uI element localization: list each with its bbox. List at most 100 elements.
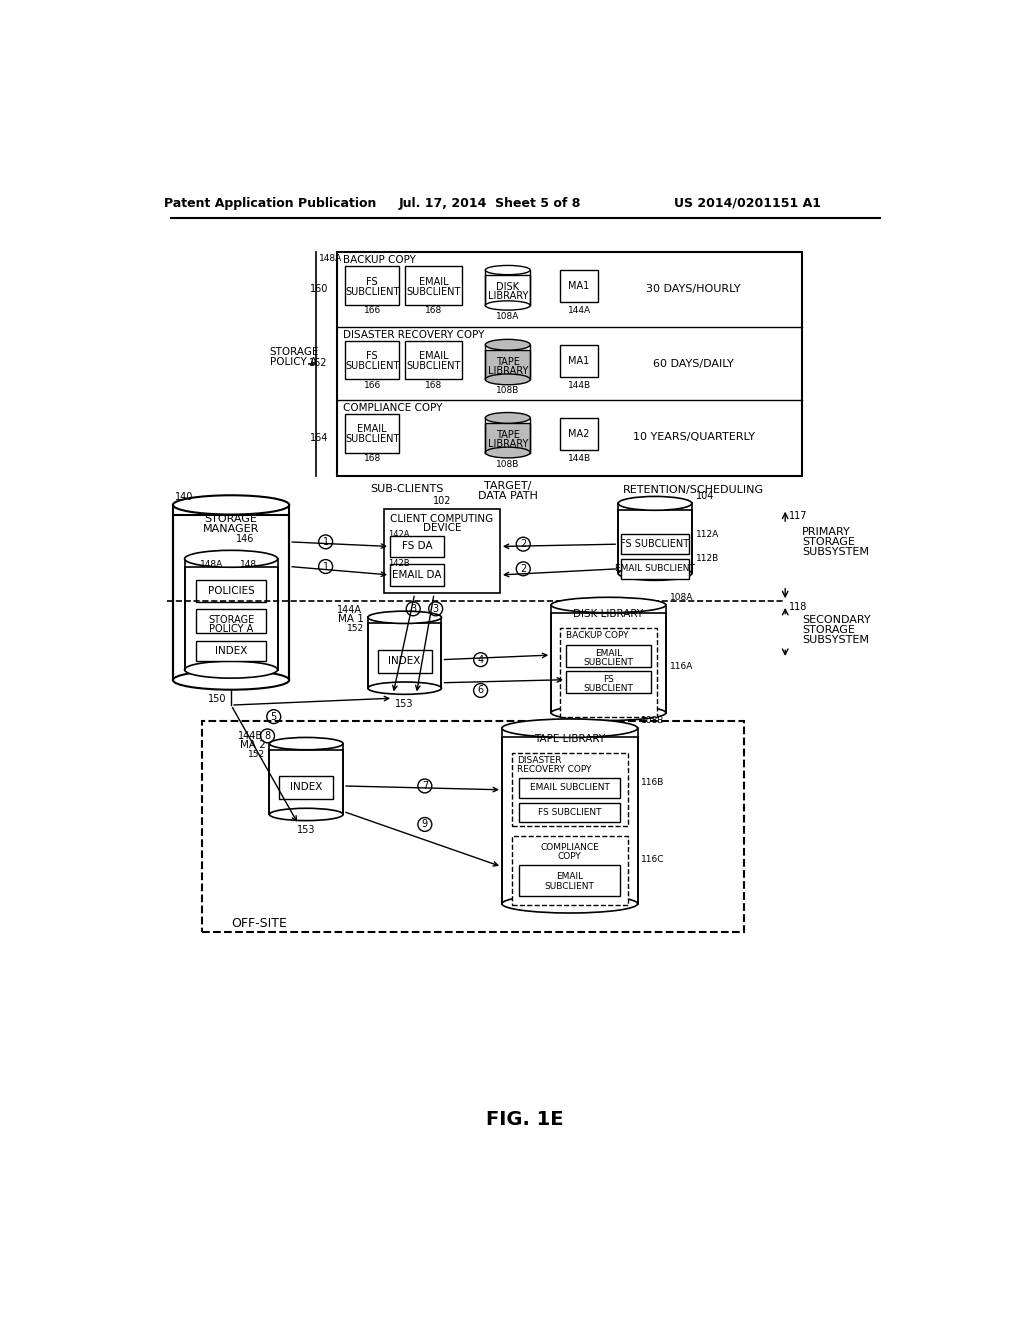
Text: EMAIL SUBCLIENT: EMAIL SUBCLIENT: [529, 783, 609, 792]
Text: FS SUBCLIENT: FS SUBCLIENT: [621, 539, 689, 549]
Text: 168: 168: [364, 454, 381, 463]
Text: SUBCLIENT: SUBCLIENT: [407, 286, 461, 297]
Text: 60 DAYS/DAILY: 60 DAYS/DAILY: [653, 359, 734, 370]
Bar: [519, 779, 621, 797]
Bar: [485, 424, 530, 453]
Ellipse shape: [485, 374, 530, 385]
Text: 140: 140: [174, 492, 193, 502]
Text: STORAGE: STORAGE: [802, 537, 855, 546]
Text: SUBCLIENT: SUBCLIENT: [407, 362, 461, 371]
Text: 146: 146: [236, 533, 254, 544]
Bar: [621, 535, 689, 554]
Ellipse shape: [173, 671, 289, 689]
Text: 144A: 144A: [337, 605, 361, 615]
Text: SUBSYSTEM: SUBSYSTEM: [802, 635, 869, 645]
Text: 142A: 142A: [388, 531, 410, 540]
Ellipse shape: [485, 447, 530, 458]
Text: MA 2: MA 2: [240, 741, 265, 750]
Bar: [519, 866, 621, 896]
Bar: [618, 511, 692, 573]
Text: TAPE LIBRARY: TAPE LIBRARY: [535, 734, 605, 744]
Text: 162: 162: [309, 358, 328, 368]
Text: SUBCLIENT: SUBCLIENT: [545, 882, 595, 891]
Ellipse shape: [618, 496, 692, 511]
Text: SUBSYSTEM: SUBSYSTEM: [802, 546, 869, 557]
Text: FS DA: FS DA: [401, 541, 432, 552]
Bar: [345, 267, 399, 305]
Ellipse shape: [184, 550, 278, 568]
Text: 108B: 108B: [641, 715, 665, 725]
Ellipse shape: [173, 495, 289, 515]
Text: 9: 9: [422, 820, 428, 829]
Text: 166: 166: [364, 381, 381, 389]
Ellipse shape: [269, 808, 343, 821]
Bar: [184, 568, 278, 669]
Text: 144A: 144A: [567, 306, 591, 315]
Text: RETENTION/SCHEDULING: RETENTION/SCHEDULING: [624, 484, 764, 495]
Text: Jul. 17, 2014  Sheet 5 of 8: Jul. 17, 2014 Sheet 5 of 8: [398, 197, 581, 210]
Bar: [485, 275, 530, 305]
Ellipse shape: [502, 719, 638, 738]
Text: DATA PATH: DATA PATH: [478, 491, 538, 500]
Text: MA2: MA2: [568, 429, 590, 440]
Text: FS SUBCLIENT: FS SUBCLIENT: [538, 808, 601, 817]
Text: 117: 117: [790, 511, 808, 521]
Text: INDEX: INDEX: [215, 647, 247, 656]
Bar: [368, 623, 441, 688]
Text: EMAIL DA: EMAIL DA: [392, 570, 441, 579]
Text: 108B: 108B: [496, 387, 519, 396]
Text: MANAGER: MANAGER: [203, 524, 259, 533]
Text: 102: 102: [432, 496, 452, 506]
Text: 4: 4: [477, 655, 483, 665]
Bar: [621, 558, 689, 579]
Bar: [512, 836, 628, 906]
Text: SECONDARY: SECONDARY: [802, 615, 870, 626]
Text: LIBRARY: LIBRARY: [487, 292, 528, 301]
Text: EMAIL: EMAIL: [556, 873, 584, 882]
Text: 168: 168: [425, 306, 442, 315]
Text: EMAIL: EMAIL: [357, 425, 387, 434]
Text: SUBCLIENT: SUBCLIENT: [345, 434, 399, 445]
Text: OFF-SITE: OFF-SITE: [231, 916, 287, 929]
Text: COPY: COPY: [558, 853, 582, 861]
Text: FS: FS: [603, 676, 613, 684]
Text: COMPLIANCE COPY: COMPLIANCE COPY: [343, 403, 442, 413]
Bar: [337, 252, 802, 475]
Text: 5: 5: [270, 711, 276, 722]
Bar: [197, 642, 266, 661]
Text: INDEX: INDEX: [388, 656, 421, 667]
Text: 3: 3: [432, 603, 438, 614]
Text: 108A: 108A: [496, 312, 519, 321]
Text: 168: 168: [425, 381, 442, 389]
Text: 108B: 108B: [496, 459, 519, 469]
Bar: [566, 645, 651, 667]
Ellipse shape: [485, 413, 530, 424]
Text: 144B: 144B: [567, 381, 591, 389]
Ellipse shape: [618, 566, 692, 581]
Text: 152: 152: [347, 623, 364, 632]
Text: 104: 104: [695, 491, 714, 500]
Text: 150: 150: [208, 694, 226, 704]
Bar: [566, 672, 651, 693]
Text: FS: FS: [367, 351, 378, 362]
Text: DISK: DISK: [497, 282, 519, 292]
Bar: [406, 267, 462, 305]
Text: DISK LIBRARY: DISK LIBRARY: [573, 610, 643, 619]
Text: PRIMARY: PRIMARY: [802, 527, 851, 537]
Text: SUBCLIENT: SUBCLIENT: [584, 685, 634, 693]
Ellipse shape: [368, 611, 441, 623]
Ellipse shape: [551, 705, 666, 721]
Text: STORAGE: STORAGE: [205, 513, 257, 524]
Text: 2: 2: [520, 564, 526, 574]
Bar: [485, 350, 530, 379]
Text: SUBCLIENT: SUBCLIENT: [584, 659, 634, 667]
Bar: [390, 536, 444, 557]
Text: COMPLIANCE: COMPLIANCE: [541, 843, 599, 851]
Text: 153: 153: [297, 825, 315, 834]
Text: 112B: 112B: [695, 554, 719, 564]
Ellipse shape: [551, 597, 666, 612]
Bar: [512, 752, 628, 826]
Text: 118: 118: [790, 602, 808, 612]
Text: Patent Application Publication: Patent Application Publication: [164, 197, 376, 210]
Bar: [378, 649, 432, 673]
